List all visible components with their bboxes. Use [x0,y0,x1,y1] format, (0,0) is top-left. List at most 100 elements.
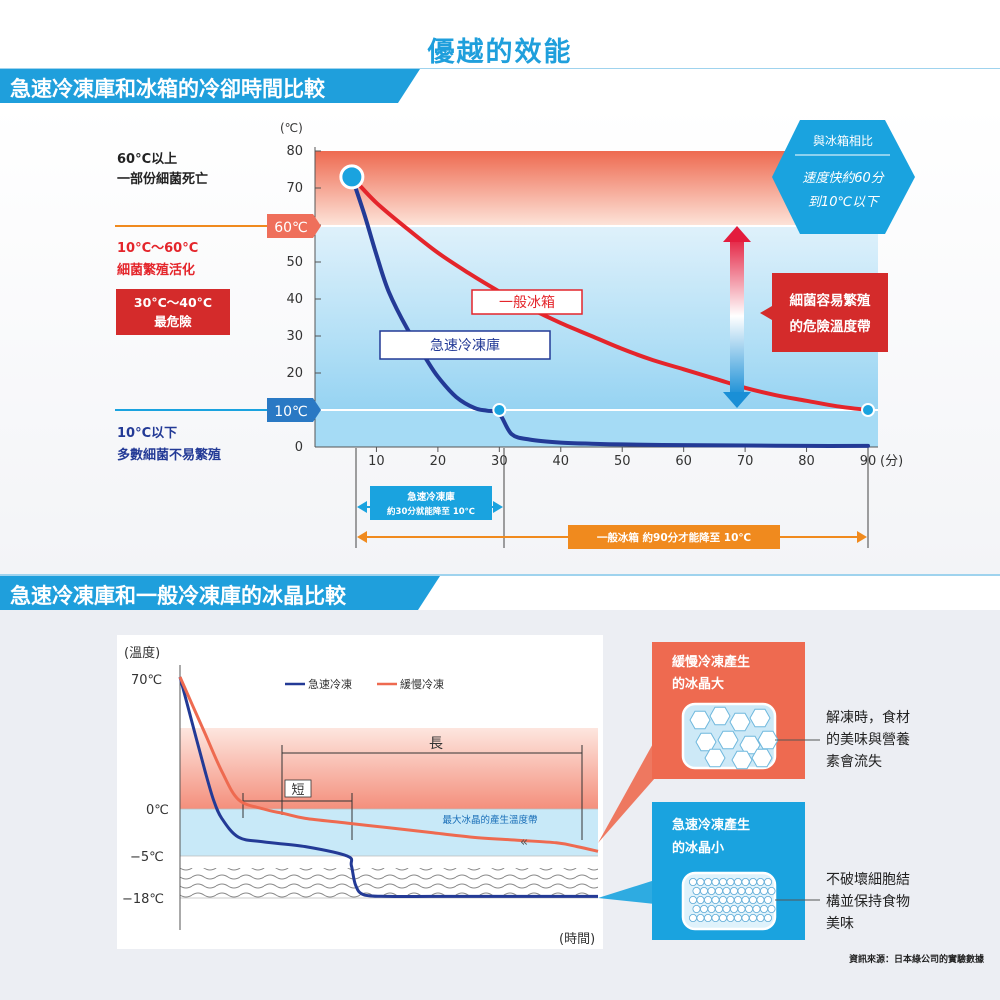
section2-title: 急速冷凍庫和一般冷凍庫的冰晶比較 [10,584,346,608]
large-crystal [729,712,751,732]
small-crystal [689,896,698,905]
slow-box-text-1: 緩慢冷凍產生 [672,654,750,670]
mid-zone-desc: 細菌繁殖活化 [117,263,196,278]
section-divider [0,574,1000,576]
small-crystal [696,896,705,905]
small-crystal [764,878,773,887]
fridge-time-arrow-left [357,531,367,543]
high-zone-desc: 一部份細菌死亡 [117,172,209,187]
small-crystal [722,887,731,896]
small-crystal [700,905,709,914]
freezer-time-box [370,486,492,520]
small-crystal [749,914,758,923]
large-crystal [695,732,717,752]
large-crystal [717,730,739,750]
small-crystal [715,905,724,914]
low-zone-temp: 10°C以下 [117,426,178,441]
marker-10-label: 10℃ [274,404,308,420]
section2-header-banner [0,576,440,610]
small-crystal [741,914,750,923]
large-crystal [709,706,731,726]
small-crystal [707,905,716,914]
marker-60-shape [267,214,321,238]
danger-arrow-shaft [730,236,744,396]
compare-badge [772,120,915,234]
mid-zone-label: 10°C～60°C 細菌繁殖活化 [117,238,198,282]
small-crystal [726,914,735,923]
danger-arrow-down [723,392,751,408]
high-zone-label: 60°C以上 一部份細菌死亡 [117,150,208,190]
y-tick-label: 20 [286,366,303,381]
x-tick-label: 50 [614,454,631,469]
small-crystal [692,887,701,896]
max-crystal-band [180,809,598,856]
x-tick-label: 20 [430,454,447,469]
danger-range-desc: 最危險 [154,314,192,329]
fast-freeze-curve [178,676,598,899]
small-crystal [756,878,765,887]
legend-slow-label: 緩慢冷凍 [400,678,444,691]
title-rule [0,68,1000,69]
large-crystal [757,730,779,750]
fast-note-1: 不破壞細胞結 [826,872,910,888]
small-crystal [741,878,750,887]
fridge-10c-point [861,403,875,417]
small-crystal [730,887,739,896]
small-crystal [752,887,761,896]
slow-note-3: 素會流失 [826,754,882,770]
small-crystal [692,905,701,914]
low-zone-desc: 多數細菌不易繁殖 [117,448,222,463]
large-crystals [689,706,779,770]
small-crystal [700,887,709,896]
small-crystal [704,914,713,923]
x-tick-label: 60 [675,454,692,469]
legend-fast-label: 急速冷凍 [308,677,352,691]
time-break-mark: « [520,835,528,850]
high-zone-temp: 60°C以上 [117,152,178,167]
start-point [339,164,365,190]
short-label-box [284,779,312,798]
large-crystal [689,710,711,730]
small-crystal [715,887,724,896]
fridge-time-text: 一般冰箱 約90分才能降至 10℃ [597,531,751,544]
x-tick-label: 40 [553,454,570,469]
small-crystal [764,896,773,905]
small-crystal [760,887,769,896]
small-crystal [730,905,739,914]
small-crystal [764,914,773,923]
long-label: 長 [429,736,443,752]
small-crystal [711,896,720,905]
small-crystal [767,905,776,914]
short-label: 短 [291,783,304,798]
y-tick-label: 50 [286,255,303,270]
slow-note-2: 的美味與營養 [826,731,910,748]
small-crystal [749,878,758,887]
small-crystal [752,905,761,914]
freezer-time-arrow-left [357,501,367,513]
small-crystal [719,896,728,905]
marker-10-shape [267,398,321,422]
freezer-label-box [379,330,551,360]
freezer-label: 急速冷凍庫 [430,337,500,354]
y-tick-label: 70 [286,181,303,196]
y-tick-label: 40 [286,292,303,307]
small-crystal [737,905,746,914]
y-axis: (℃) 0 20 30 40 50 70 80 [280,121,321,455]
small-crystal [734,896,743,905]
small-crystal [704,878,713,887]
freezer-storage-band [180,868,598,898]
x-tick-label: 30 [491,454,508,469]
fast-box-text-2: 的冰晶小 [672,840,724,856]
small-crystal [767,887,776,896]
line-10-left [115,409,270,411]
compare-badge-line3: 到10℃以下 [808,195,880,210]
danger-arrow-up [723,226,751,242]
x-tick-label: 80 [798,454,815,469]
slow-box-text-2: 的冰晶大 [672,676,724,692]
y-unit-label: (℃) [280,121,303,135]
danger-range-box: 30°C～40°C 最危險 [116,289,230,335]
y-tick-label: 0 [295,440,303,455]
danger-zone-box [760,273,888,352]
band-label: 最大冰晶的產生溫度帶 [442,814,538,826]
